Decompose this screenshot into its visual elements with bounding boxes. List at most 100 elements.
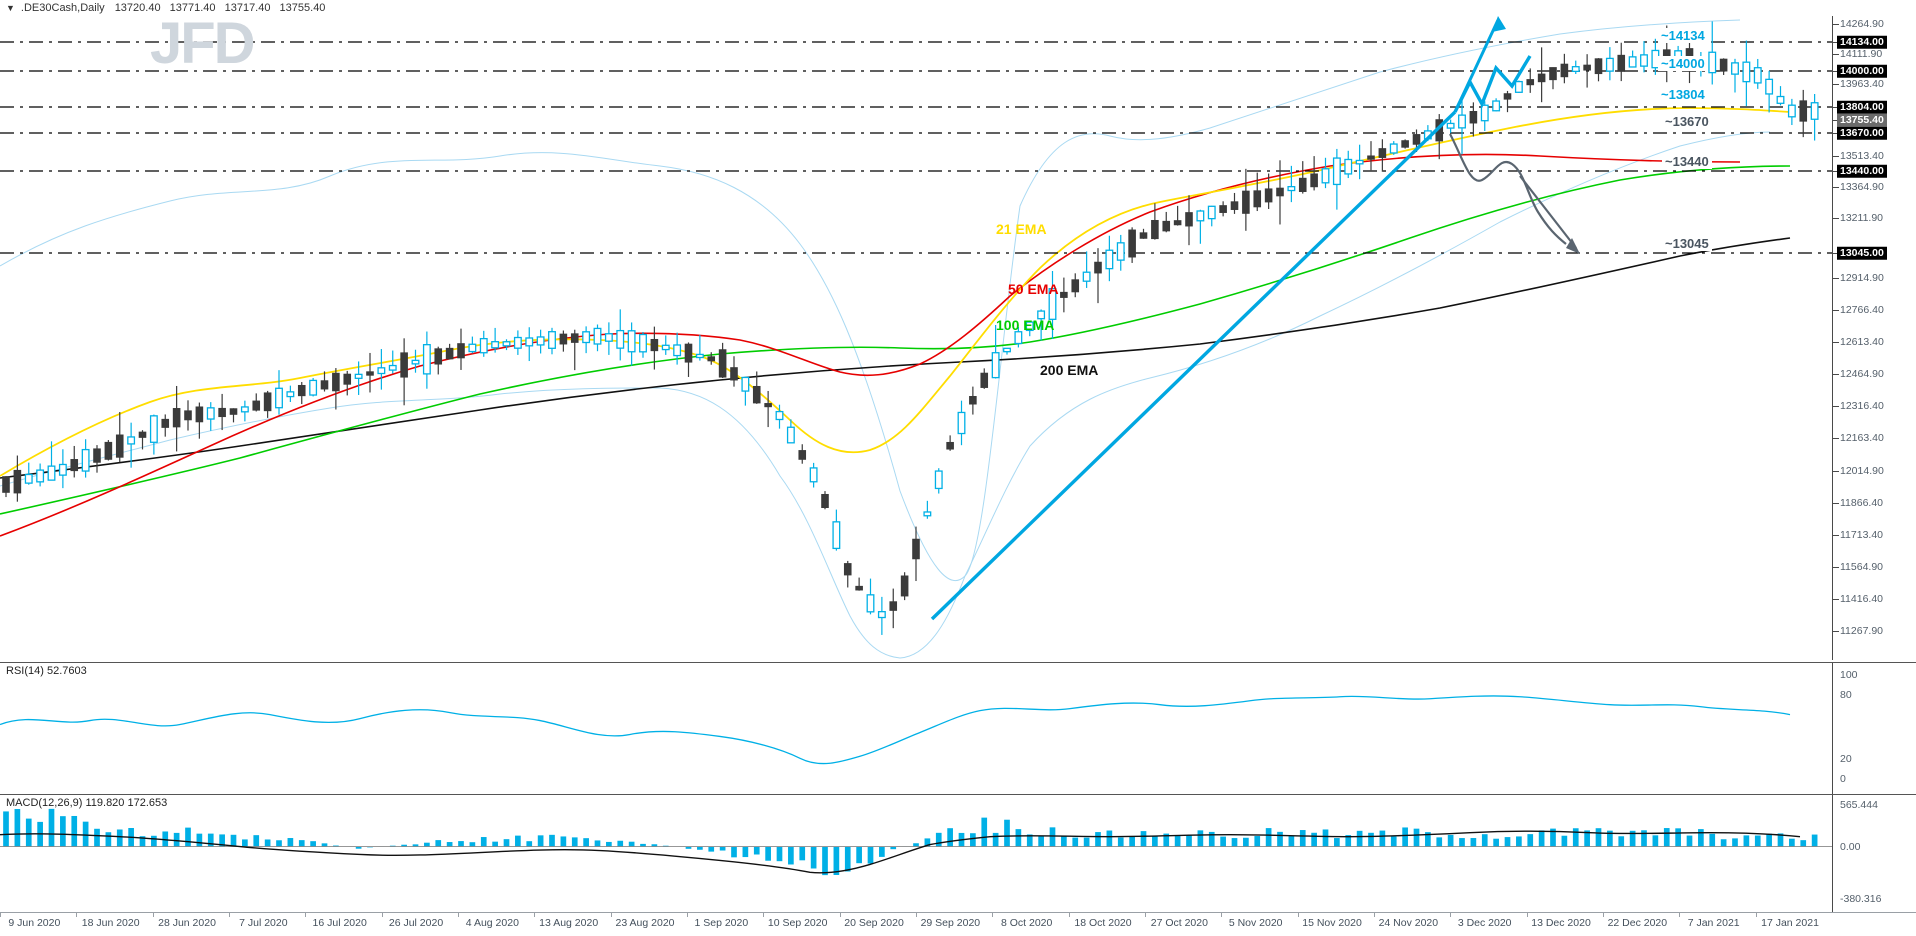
price-axis-tick: 12014.90 [1840,464,1884,477]
macd-axis[interactable]: 565.444 0.00 -380.316 [1832,795,1916,912]
candle-body [1628,56,1637,68]
candle-body [388,364,397,371]
price-axis-dash [1833,503,1839,504]
rsi-axis-tick: 0 [1840,772,1846,785]
candle-body [1344,158,1353,175]
candle-body [1173,220,1182,226]
price-axis-dash [1833,71,1839,72]
candle-body [468,343,477,353]
time-axis-tick: 8 Oct 2020 [1000,917,1053,929]
candle-body [252,400,261,411]
price-pane[interactable]: 21 EMA 50 EMA 100 EMA 200 EMA ~14134 ~14… [0,16,1916,660]
candle-body [149,415,158,443]
ohlc-values: 13720.40 13771.40 13717.40 13755.40 [115,2,332,14]
time-axis-separator [1145,913,1146,917]
candle-body [491,341,500,349]
candle-body [1196,210,1205,222]
candle-body [1321,168,1330,184]
time-axis-separator [305,913,307,917]
candle-body [991,352,1000,379]
candle-body [1412,134,1421,145]
rsi-axis-tick: 80 [1840,688,1852,701]
rsi-pane[interactable]: RSI(14) 52.7603 100 80 20 0 [0,662,1916,794]
time-axis-tick: 28 Jun 2020 [158,917,216,929]
candle-body [1583,64,1591,71]
candle-body [627,330,636,353]
candle-body [1514,80,1523,93]
candle-body [1560,63,1569,78]
candle-body [127,436,136,445]
candle-body [502,341,511,347]
price-plot-area[interactable]: 21 EMA 50 EMA 100 EMA 200 EMA ~14134 ~14… [0,16,1832,660]
time-axis-separator [381,913,383,917]
price-axis-tick: 12163.40 [1840,431,1884,444]
ema-21-line [0,107,1791,477]
price-axis-dash [1833,278,1839,279]
candle-body [1594,58,1603,75]
candle-body [1526,79,1535,86]
candle-body [354,373,363,379]
time-axis-tick: 4 Aug 2020 [465,917,519,929]
macd-plot-area[interactable] [0,795,1832,912]
candle-body [1503,93,1512,100]
ohlc-low: 13717.40 [224,2,271,14]
price-axis-dash [1833,438,1839,439]
time-axis-separator [687,913,688,917]
time-axis-separator [458,913,459,917]
rsi-line [0,695,1791,765]
macd-axis-tick: 565.444 [1840,798,1878,811]
time-axis-tick: 16 Jul 2020 [312,917,367,929]
level-label-14134: ~14134 [1658,28,1708,43]
candle-body [1537,73,1546,83]
bullish-arrow-shaft [1453,19,1500,113]
candle-body [1219,205,1227,213]
candle-body [639,333,647,353]
time-axis-separator [1755,913,1757,917]
candle-body [275,387,283,409]
ema-200-line [0,237,1791,479]
uptrend-line [930,110,1457,621]
price-axis-dash [1833,42,1839,43]
candle-body [1617,54,1626,72]
candle-body [1389,143,1398,154]
candle-body [1128,229,1136,258]
price-axis-dash [1833,156,1839,157]
price-axis-tick: 14264.90 [1840,17,1884,30]
ema-100-label: 100 EMA [996,317,1055,333]
level-label-14000: ~14000 [1658,56,1708,71]
candle-body [70,459,79,472]
price-axis-tick: 14111.90 [1840,47,1883,60]
rsi-axis[interactable]: 100 80 20 0 [1832,663,1916,794]
candlestick-series [2,21,1819,635]
candle-body [821,493,829,509]
candle-body [286,391,295,398]
candle-body [604,333,613,342]
candle-body [1719,58,1728,72]
candle-body [684,343,693,363]
candle-body [366,371,374,376]
candle-body [843,563,852,576]
time-axis-separator [534,913,536,917]
candle-body [1310,173,1318,188]
candle-body [957,411,966,435]
candle-body [1139,232,1148,239]
time-axis[interactable]: 9 Jun 2020 18 Jun 2020 28 Jun 2020 7 Jul 20… [0,912,1916,936]
time-axis-tick: 15 Nov 2020 [1302,917,1362,929]
candle-body [1332,157,1341,186]
candle-body [479,337,488,354]
candle-body [1765,78,1774,95]
macd-pane[interactable]: MACD(12,26,9) 119.820 172.653 565.444 0.0… [0,794,1916,912]
macd-signal-line [0,830,1801,874]
candle-body [1355,159,1364,165]
candle-body [934,470,943,490]
macd-histogram [3,807,1818,876]
time-axis-separator [1374,913,1375,917]
time-axis-separator [1221,913,1223,917]
price-axis-dash [1833,54,1839,55]
level-label-13045: ~13045 [1662,236,1712,251]
candle-body [1458,114,1466,129]
rsi-plot-area[interactable] [0,663,1832,794]
candle-body [582,331,591,344]
collapse-caret-icon[interactable]: ▼ [6,2,15,13]
price-axis[interactable]: 14264.90 14134.00 14111.90 14000.00 13963.40… [1832,16,1916,660]
